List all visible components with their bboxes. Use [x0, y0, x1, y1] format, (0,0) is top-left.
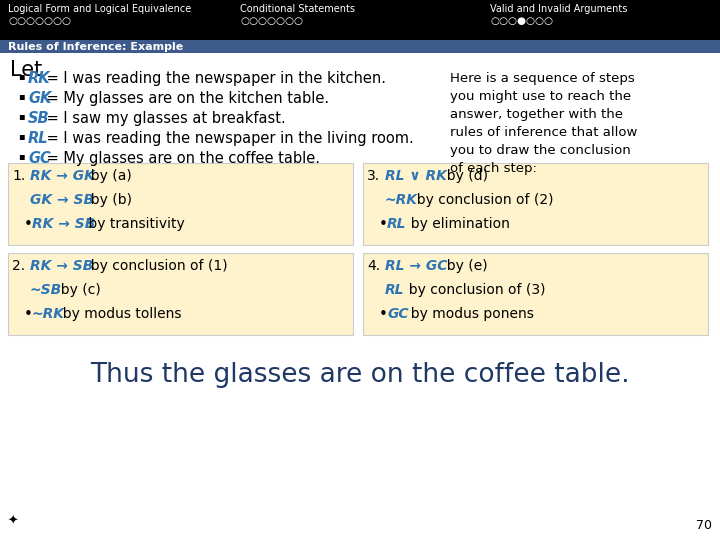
- Text: •: •: [379, 217, 388, 232]
- Text: 4.: 4.: [367, 259, 380, 273]
- Text: by conclusion of (3): by conclusion of (3): [400, 283, 546, 297]
- Text: = I was reading the newspaper in the kitchen.: = I was reading the newspaper in the kit…: [42, 71, 387, 86]
- Text: RK → SB: RK → SB: [32, 217, 95, 231]
- Text: by (a): by (a): [83, 169, 132, 183]
- Text: = I was reading the newspaper in the living room.: = I was reading the newspaper in the liv…: [42, 131, 414, 146]
- Text: answer, together with the: answer, together with the: [450, 108, 623, 121]
- Text: ~RK: ~RK: [32, 307, 65, 321]
- Text: by elimination: by elimination: [402, 217, 510, 231]
- Text: GK → SB: GK → SB: [30, 193, 94, 207]
- Text: RL: RL: [28, 131, 49, 146]
- Text: 70: 70: [696, 519, 712, 532]
- Text: by (c): by (c): [53, 283, 102, 297]
- Text: Valid and Invalid Arguments: Valid and Invalid Arguments: [490, 4, 627, 14]
- Text: SB: SB: [28, 111, 50, 126]
- Text: •: •: [24, 217, 33, 232]
- Text: = My glasses are on the kitchen table.: = My glasses are on the kitchen table.: [42, 91, 330, 106]
- Text: you might use to reach the: you might use to reach the: [450, 90, 631, 103]
- Text: ▪: ▪: [18, 91, 24, 101]
- Bar: [0, 40, 720, 53]
- Text: RL: RL: [387, 217, 407, 231]
- Text: Conditional Statements: Conditional Statements: [240, 4, 355, 14]
- Text: Logical Form and Logical Equivalence: Logical Form and Logical Equivalence: [8, 4, 192, 14]
- Text: RL: RL: [385, 283, 405, 297]
- Text: GK: GK: [28, 91, 51, 106]
- Text: by conclusion of (1): by conclusion of (1): [83, 259, 228, 273]
- FancyBboxPatch shape: [363, 163, 708, 245]
- Text: 3.: 3.: [367, 169, 380, 183]
- Text: Let: Let: [10, 60, 42, 80]
- Text: Thus the glasses are on the coffee table.: Thus the glasses are on the coffee table…: [90, 362, 630, 388]
- Text: by transitivity: by transitivity: [84, 217, 185, 231]
- Text: ~SB: ~SB: [30, 283, 62, 297]
- Text: ✦: ✦: [8, 515, 19, 528]
- FancyBboxPatch shape: [8, 253, 353, 335]
- Text: of each step:: of each step:: [450, 162, 537, 175]
- FancyBboxPatch shape: [8, 163, 353, 245]
- Text: •: •: [24, 307, 33, 322]
- Text: you to draw the conclusion: you to draw the conclusion: [450, 144, 631, 157]
- Text: by (b): by (b): [83, 193, 132, 207]
- Text: RK → GK: RK → GK: [30, 169, 95, 183]
- Text: ~RK: ~RK: [385, 193, 418, 207]
- Bar: [0, 0, 720, 40]
- Text: Rules of Inference: Example: Rules of Inference: Example: [8, 42, 184, 51]
- Text: by (e): by (e): [438, 259, 487, 273]
- Text: by modus ponens: by modus ponens: [402, 307, 534, 321]
- Text: ○○○●○○○: ○○○●○○○: [490, 16, 553, 26]
- Text: ○○○○○○○: ○○○○○○○: [240, 16, 303, 26]
- Text: Here is a sequence of steps: Here is a sequence of steps: [450, 72, 635, 85]
- Text: = My glasses are on the coffee table.: = My glasses are on the coffee table.: [42, 151, 320, 166]
- Text: 1.: 1.: [12, 169, 25, 183]
- Text: RK: RK: [28, 71, 50, 86]
- Text: rules of inference that allow: rules of inference that allow: [450, 126, 637, 139]
- Text: RK → SB: RK → SB: [30, 259, 94, 273]
- Text: by modus tollens: by modus tollens: [55, 307, 182, 321]
- Text: •: •: [379, 307, 388, 322]
- Text: RL ∨ RK: RL ∨ RK: [385, 169, 447, 183]
- Text: GC: GC: [387, 307, 408, 321]
- Text: by conclusion of (2): by conclusion of (2): [408, 193, 553, 207]
- Text: RL → GC: RL → GC: [385, 259, 447, 273]
- Text: ▪: ▪: [18, 111, 24, 121]
- Text: by (d): by (d): [438, 169, 487, 183]
- FancyBboxPatch shape: [363, 253, 708, 335]
- Text: ▪: ▪: [18, 71, 24, 81]
- Text: GC: GC: [28, 151, 50, 166]
- Text: 2.: 2.: [12, 259, 25, 273]
- Text: = I saw my glasses at breakfast.: = I saw my glasses at breakfast.: [42, 111, 286, 126]
- Text: ▪: ▪: [18, 131, 24, 141]
- Text: ▪: ▪: [18, 151, 24, 161]
- Text: ○○○○○○○: ○○○○○○○: [8, 16, 71, 26]
